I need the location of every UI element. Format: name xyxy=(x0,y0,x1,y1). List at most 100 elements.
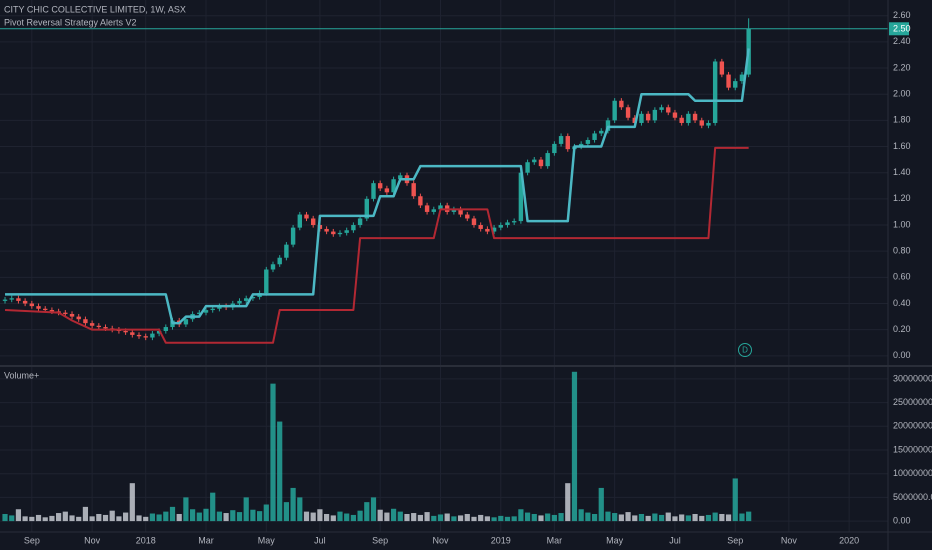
candle-body xyxy=(485,228,490,232)
candle-body xyxy=(210,308,215,311)
candle-body xyxy=(357,218,363,226)
volume-bar xyxy=(692,513,698,522)
volume-bar xyxy=(524,512,531,522)
volume-bar xyxy=(424,512,430,522)
volume-bar xyxy=(625,512,631,522)
x-tick-label: Sep xyxy=(372,535,388,545)
candle-body xyxy=(451,209,457,212)
candle-body xyxy=(478,225,483,229)
candle-body xyxy=(518,172,524,222)
candle-body xyxy=(270,264,276,270)
x-tick-label: Jul xyxy=(669,535,681,545)
candle-body xyxy=(277,257,282,265)
candle-body xyxy=(672,112,678,118)
y-tick-label: 25000000.00 xyxy=(893,397,932,407)
volume-bar xyxy=(390,508,397,522)
candle-body xyxy=(284,244,289,258)
chart-title: CITY CHIC COLLECTIVE LIMITED, 1W, ASX xyxy=(4,4,186,14)
volume-bar xyxy=(431,515,437,522)
volume-bar xyxy=(484,516,490,522)
volume-bar xyxy=(364,502,370,522)
volume-bar xyxy=(350,514,356,522)
y-tick-label: 0.00 xyxy=(893,515,911,525)
dividend-marker[interactable] xyxy=(738,343,752,357)
volume-bar xyxy=(598,487,604,522)
candle-body xyxy=(16,298,21,301)
volume-bar xyxy=(725,514,732,522)
candle-body xyxy=(130,332,135,335)
candle-body xyxy=(344,230,349,233)
y-tick-label: 0.80 xyxy=(893,246,911,256)
volume-bar xyxy=(337,511,343,522)
candle-body xyxy=(679,117,684,123)
candle-body xyxy=(666,107,671,113)
y-tick-label: 2.40 xyxy=(893,36,911,46)
candle-body xyxy=(310,218,316,226)
volume-bar xyxy=(404,513,410,522)
candle-body xyxy=(83,319,88,324)
candle-body xyxy=(726,74,731,88)
volume-bar xyxy=(571,371,578,522)
candle-body xyxy=(438,205,443,210)
volume-bar xyxy=(216,511,223,522)
volume-bar xyxy=(317,509,323,522)
volume-bar xyxy=(504,516,511,522)
candle-body xyxy=(76,316,81,320)
volume-bar xyxy=(76,516,82,522)
candle-body xyxy=(659,107,664,110)
dividend-label[interactable]: D xyxy=(742,346,748,355)
volume-bar xyxy=(163,511,169,522)
candle-body xyxy=(578,143,584,147)
volume-bar xyxy=(551,514,557,522)
volume-bar xyxy=(143,516,149,522)
y-tick-label: 0.20 xyxy=(893,324,911,334)
volume-bar xyxy=(250,509,256,522)
x-tick-label: Jul xyxy=(314,535,326,545)
volume-bar xyxy=(712,512,718,522)
candle-body xyxy=(203,310,209,313)
candle-body xyxy=(525,162,530,173)
volume-bar xyxy=(545,513,551,522)
volume-bar xyxy=(149,513,156,522)
candle-body xyxy=(377,183,383,189)
y-tick-label: 1.60 xyxy=(893,141,911,151)
volume-bar xyxy=(236,512,243,522)
volume-bar xyxy=(42,517,48,522)
candle-body xyxy=(250,296,256,299)
volume-bar xyxy=(223,513,229,522)
candle-body xyxy=(558,136,564,144)
candle-body xyxy=(538,159,544,167)
candle-body xyxy=(431,209,436,212)
volume-bar xyxy=(310,512,316,522)
volume-bar xyxy=(49,515,55,522)
candle-body xyxy=(645,113,651,121)
volume-bar xyxy=(632,515,638,522)
volume-bar xyxy=(652,513,658,522)
candle-body xyxy=(411,183,416,197)
volume-bar xyxy=(665,512,671,522)
candle-body xyxy=(424,205,430,212)
candle-body xyxy=(49,310,55,312)
volume-bar xyxy=(518,509,524,522)
volume-bar xyxy=(102,514,109,522)
candle-body xyxy=(706,122,711,126)
volume-bar xyxy=(679,514,685,522)
y-tick-label: 1.80 xyxy=(893,115,911,125)
candle-body xyxy=(639,113,644,123)
candle-body xyxy=(331,231,336,235)
volume-bar xyxy=(56,513,62,522)
candle-body xyxy=(511,221,517,223)
volume-bar xyxy=(303,511,310,522)
volume-bar xyxy=(746,511,752,522)
volume-bar xyxy=(451,516,457,522)
candle-body xyxy=(692,113,698,121)
volume-bar xyxy=(732,478,738,522)
candle-body xyxy=(244,298,249,301)
volume-bar xyxy=(578,509,584,522)
x-tick-label: Mar xyxy=(198,535,214,545)
y-tick-label: 1.00 xyxy=(893,219,911,229)
grid xyxy=(0,0,888,532)
candle-body xyxy=(545,153,550,167)
volume-bar xyxy=(62,511,68,522)
